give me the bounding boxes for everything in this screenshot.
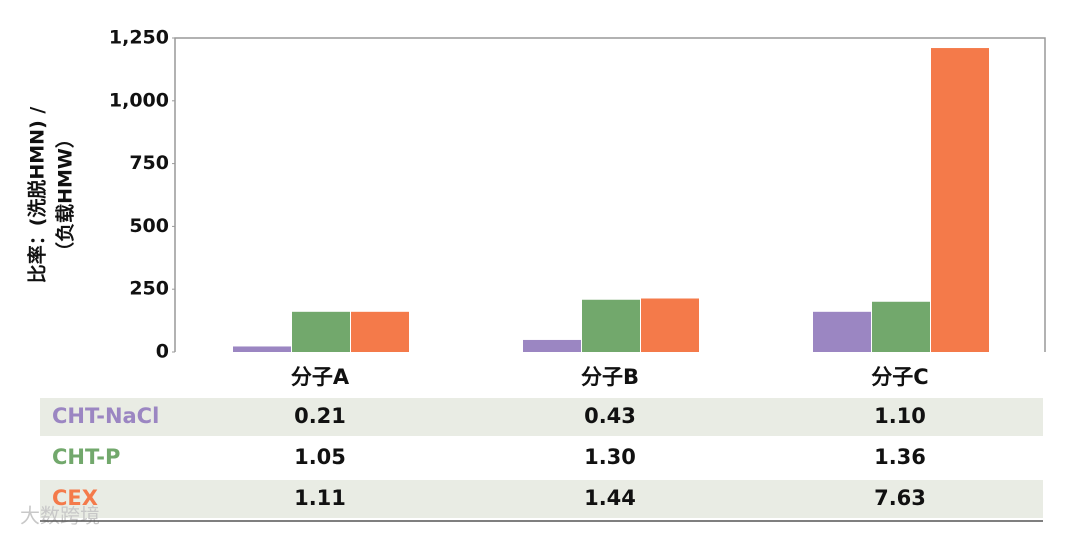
bar xyxy=(351,311,409,352)
table-row-bg xyxy=(40,398,1043,436)
legend-label: CHT-P xyxy=(52,445,120,469)
bar xyxy=(813,311,871,352)
table-row-bg xyxy=(40,480,1043,518)
table-cell: 1.36 xyxy=(874,445,926,469)
table-cell: 0.43 xyxy=(584,404,636,428)
table-cell: 1.05 xyxy=(294,445,346,469)
x-tick-label: 分子B xyxy=(581,365,639,389)
bar xyxy=(233,346,291,352)
y-tick-label: 500 xyxy=(129,215,169,237)
watermark: 大数跨境 xyxy=(20,504,100,528)
table-cell: 0.21 xyxy=(294,404,346,428)
y-tick-label: 750 xyxy=(129,152,169,174)
legend-label: CEX xyxy=(52,486,98,510)
bar xyxy=(292,311,350,352)
table-cell: 1.11 xyxy=(294,486,346,510)
x-tick-label: 分子A xyxy=(291,365,350,389)
bar xyxy=(641,298,699,352)
table-cell: 1.10 xyxy=(874,404,926,428)
plot-frame xyxy=(174,37,1046,352)
bar xyxy=(931,48,989,352)
x-tick-label: 分子C xyxy=(871,365,928,389)
y-axis-label: 比率：(洗脱HMN) / xyxy=(26,107,49,284)
y-tick-label: 1,250 xyxy=(109,27,169,49)
table-cell: 1.44 xyxy=(584,486,636,510)
legend-label: CHT-NaCl xyxy=(52,404,159,428)
bar xyxy=(872,301,930,352)
table-cell: 1.30 xyxy=(584,445,636,469)
table-cell: 7.63 xyxy=(874,486,926,510)
y-tick-label: 1,000 xyxy=(109,89,169,111)
bar xyxy=(582,299,640,352)
y-axis-label: （负载HMW） xyxy=(54,129,77,261)
bar xyxy=(523,339,581,352)
y-tick-label: 250 xyxy=(129,278,169,300)
y-tick-label: 0 xyxy=(156,341,169,363)
